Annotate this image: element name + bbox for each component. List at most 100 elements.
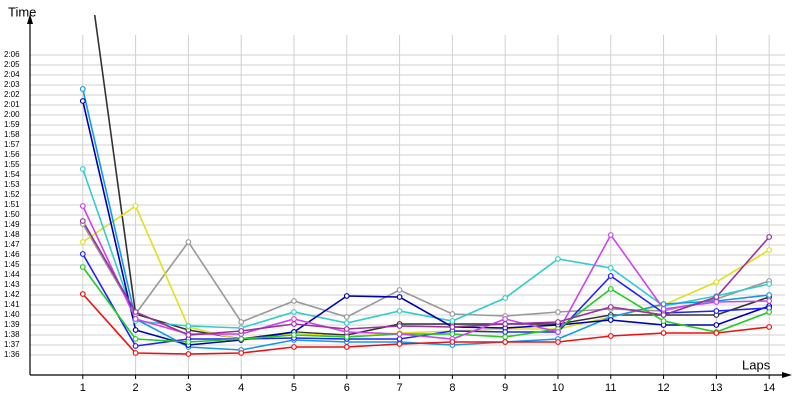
data-point (607, 286, 614, 292)
data-point (713, 279, 720, 285)
data-point (79, 86, 86, 92)
series-line (82, 266, 770, 343)
y-tick-label: 2:05 (4, 60, 20, 69)
data-point (713, 308, 720, 314)
data-point (291, 316, 297, 322)
data-point (79, 251, 86, 257)
data-point (660, 318, 667, 324)
data-point (449, 311, 456, 317)
y-tick-label: 1:53 (4, 180, 20, 189)
y-tick-label: 1:45 (4, 260, 20, 269)
data-point (396, 331, 403, 337)
y-tick-label: 1:37 (4, 340, 20, 349)
x-tick-label: 4 (238, 382, 244, 394)
data-point (502, 316, 509, 322)
y-tick-label: 2:06 (4, 50, 20, 59)
data-point (766, 292, 773, 298)
y-tick-label: 1:40 (4, 310, 20, 319)
x-tick-label: 1 (80, 382, 86, 394)
y-tick-label: 1:51 (4, 200, 20, 209)
data-point (555, 256, 561, 262)
data-point (79, 98, 86, 104)
y-tick-label: 1:38 (4, 330, 20, 339)
x-tick-label: 10 (552, 382, 564, 394)
data-point (713, 294, 720, 300)
data-point (185, 339, 192, 345)
x-tick-label: 7 (397, 382, 403, 394)
data-point (79, 203, 86, 209)
data-point (502, 295, 509, 301)
y-tick-label: 1:46 (4, 250, 20, 259)
data-point (185, 239, 192, 245)
y-tick-label: 2:04 (4, 70, 20, 79)
series-line (82, 223, 770, 323)
x-tick-label: 11 (605, 382, 616, 394)
axes (27, 14, 792, 378)
data-point (132, 309, 139, 315)
data-point (660, 312, 667, 318)
data-point (713, 299, 720, 305)
y-tick-label: 1:44 (4, 270, 20, 279)
data-point (555, 329, 561, 335)
y-tick-label: 1:57 (4, 140, 20, 149)
plot-area (79, 15, 773, 357)
data-point (766, 234, 773, 240)
data-point (343, 314, 350, 320)
data-point (449, 331, 456, 337)
x-axis-arrow (782, 372, 792, 378)
y-tick-label: 1:58 (4, 130, 20, 139)
series-line (82, 100, 770, 346)
data-point (132, 336, 139, 342)
data-point (396, 308, 403, 314)
data-point (291, 298, 297, 304)
data-point (132, 203, 139, 209)
data-point (79, 218, 86, 224)
y-axis-title: Time (8, 4, 36, 19)
data-point (660, 330, 667, 336)
data-point (555, 319, 561, 325)
y-tick-label: 1:41 (4, 300, 20, 309)
data-point (766, 247, 773, 253)
data-point (502, 329, 509, 335)
data-point (449, 324, 456, 330)
data-point (766, 309, 773, 315)
data-point (132, 343, 139, 349)
data-point (79, 291, 86, 297)
data-point (79, 166, 86, 172)
data-point (607, 333, 614, 339)
data-point (607, 273, 614, 279)
data-point (291, 321, 297, 327)
y-tick-label: 1:36 (4, 350, 20, 359)
data-point (607, 317, 614, 323)
data-point (238, 319, 245, 325)
y-tick-label: 1:47 (4, 240, 20, 249)
y-tick-label: 2:00 (4, 110, 20, 119)
y-tick-label: 1:52 (4, 190, 20, 199)
data-point (660, 306, 667, 312)
data-point (396, 323, 403, 329)
data-point (607, 304, 614, 310)
x-tick-label: 3 (185, 382, 191, 394)
y-tick-label: 1:48 (4, 230, 20, 239)
data-point (291, 344, 297, 350)
data-point (396, 287, 403, 293)
data-point (343, 344, 350, 350)
y-tick-label: 1:55 (4, 160, 20, 169)
data-point (502, 334, 509, 340)
y-axis-arrow (27, 14, 33, 24)
data-point (713, 330, 720, 336)
data-point (555, 309, 561, 315)
data-point (79, 239, 86, 245)
data-point (607, 232, 614, 238)
x-tick-label: 12 (657, 382, 669, 394)
y-tick-label: 1:56 (4, 150, 20, 159)
data-point (502, 339, 509, 345)
y-tick-label: 1:54 (4, 170, 20, 179)
y-tick-label: 2:01 (4, 100, 20, 109)
data-point (343, 334, 350, 340)
x-axis-title: Laps (742, 357, 771, 372)
data-point (79, 264, 86, 270)
data-point (449, 318, 456, 324)
data-point (766, 324, 773, 330)
